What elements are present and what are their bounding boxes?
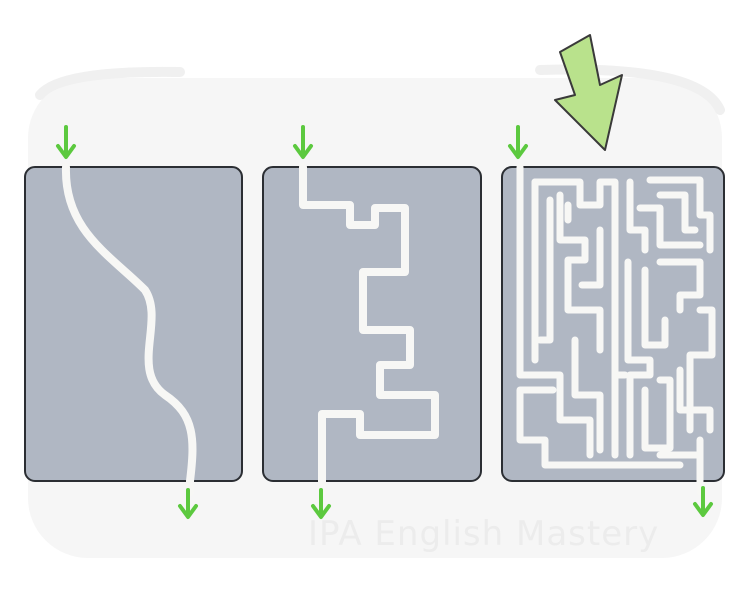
maze-path bbox=[656, 191, 699, 234]
arrow-down-icon bbox=[56, 125, 76, 159]
simple-path-panel bbox=[24, 125, 243, 519]
maze-path bbox=[676, 366, 714, 434]
maze-path bbox=[636, 204, 704, 249]
stepped-path-panel bbox=[262, 125, 482, 519]
maze-path bbox=[536, 196, 554, 344]
maze-path bbox=[516, 163, 594, 459]
panel-background bbox=[24, 166, 243, 482]
path-line bbox=[299, 163, 439, 496]
maze-path bbox=[641, 266, 669, 349]
maze-path bbox=[624, 258, 654, 459]
arrow-down-icon bbox=[311, 488, 331, 519]
maze-path bbox=[556, 191, 604, 354]
arrow-down-icon bbox=[508, 125, 528, 159]
maze-path bbox=[531, 178, 619, 459]
big-arrow-icon bbox=[554, 34, 623, 151]
path-line bbox=[61, 163, 197, 496]
maze-path bbox=[611, 356, 629, 379]
backdrop-curve bbox=[35, 66, 185, 100]
panel-background bbox=[262, 166, 482, 482]
maze-path bbox=[641, 376, 674, 452]
maze-paths bbox=[516, 163, 716, 496]
arrow-down-icon bbox=[293, 125, 313, 159]
maze-path bbox=[646, 176, 714, 254]
maze-path bbox=[686, 306, 716, 434]
maze-path bbox=[656, 258, 704, 314]
maze-panel bbox=[501, 125, 725, 517]
arrow-down-icon bbox=[178, 488, 198, 519]
maze-path bbox=[516, 386, 684, 469]
maze-path bbox=[578, 226, 604, 289]
maze-path bbox=[626, 178, 649, 254]
arrow-down-icon bbox=[693, 486, 713, 517]
watermark-text: IPA English Mastery bbox=[308, 514, 660, 554]
maze-path bbox=[571, 336, 604, 454]
